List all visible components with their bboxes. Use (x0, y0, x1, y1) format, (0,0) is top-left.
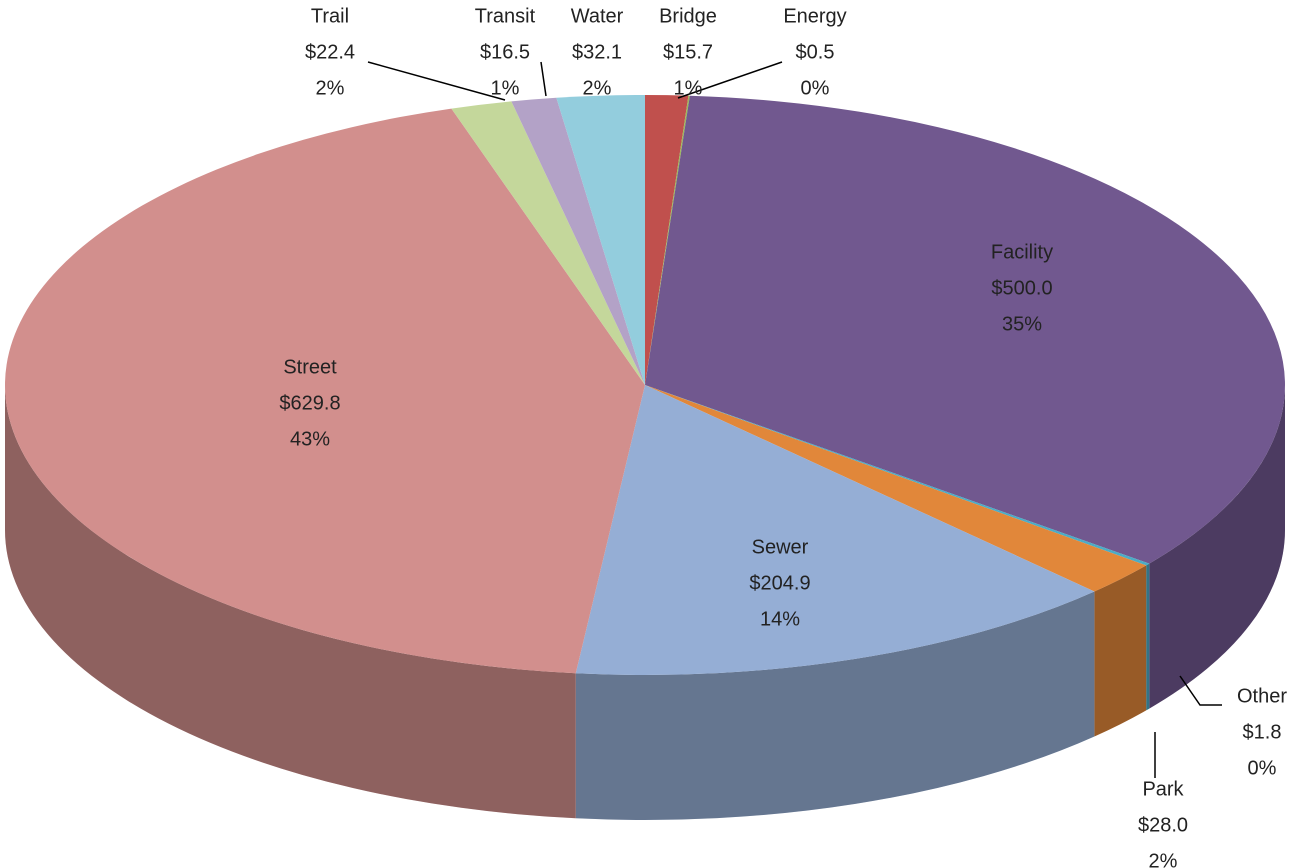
value-label: $28.0 (1138, 814, 1188, 836)
slice (451, 101, 645, 385)
slice (511, 97, 645, 385)
category-label: Park (1142, 778, 1184, 800)
value-label: $204.9 (749, 572, 810, 594)
slice-side-shade (1094, 565, 1147, 737)
slice-side-shade (575, 591, 1095, 821)
percent-label: 1% (674, 77, 703, 99)
percent-label: 0% (1248, 757, 1277, 779)
slice-side (5, 385, 576, 819)
leader-lines (367, 61, 1222, 778)
percent-label: 2% (316, 77, 345, 99)
pie-sides (5, 385, 1285, 821)
leader-line (367, 61, 506, 101)
value-label: $1.8 (1243, 721, 1282, 743)
percent-label: 2% (583, 77, 612, 99)
slice (5, 108, 645, 674)
category-label: Energy (783, 5, 846, 27)
value-label: $15.7 (663, 41, 713, 63)
percent-label: 0% (801, 77, 830, 99)
slice-side (1094, 565, 1147, 737)
slice-side-shade (1146, 563, 1150, 711)
category-label: Bridge (659, 5, 717, 27)
category-label: Trail (311, 5, 349, 27)
slice (645, 95, 1286, 564)
percent-label: 2% (1149, 850, 1178, 868)
pie-tops (5, 94, 1286, 676)
value-label: $629.8 (279, 392, 340, 414)
slice (645, 95, 690, 386)
category-label: Facility (991, 241, 1053, 263)
category-label: Water (571, 5, 624, 27)
slice-side (1146, 563, 1150, 711)
percent-label: 1% (491, 77, 520, 99)
value-label: $0.5 (796, 41, 835, 63)
slice (575, 385, 1095, 676)
slice (645, 385, 1150, 566)
slice-side (575, 591, 1095, 821)
category-label: Street (283, 356, 337, 378)
value-label: $500.0 (991, 277, 1052, 299)
value-label: $22.4 (305, 41, 355, 63)
slice-side-shade (5, 385, 576, 819)
slice (556, 94, 645, 385)
data-labels: Bridge $15.7 1% Energy $0.5 0% Facility $500.0 3… (279, 5, 1287, 868)
leader-line (677, 61, 783, 99)
category-label: Other (1237, 685, 1287, 707)
slice (645, 95, 689, 385)
slice-side (1149, 385, 1285, 709)
category-label: Transit (475, 5, 536, 27)
leader-line (1179, 675, 1222, 706)
percent-label: 43% (290, 428, 330, 450)
category-label: Sewer (752, 536, 809, 558)
value-label: $16.5 (480, 41, 530, 63)
value-label: $32.1 (572, 41, 622, 63)
leader-line (540, 61, 547, 97)
percent-label: 35% (1002, 313, 1042, 335)
percent-label: 14% (760, 608, 800, 630)
slice-side-shade (1149, 385, 1285, 709)
slice (645, 385, 1147, 592)
